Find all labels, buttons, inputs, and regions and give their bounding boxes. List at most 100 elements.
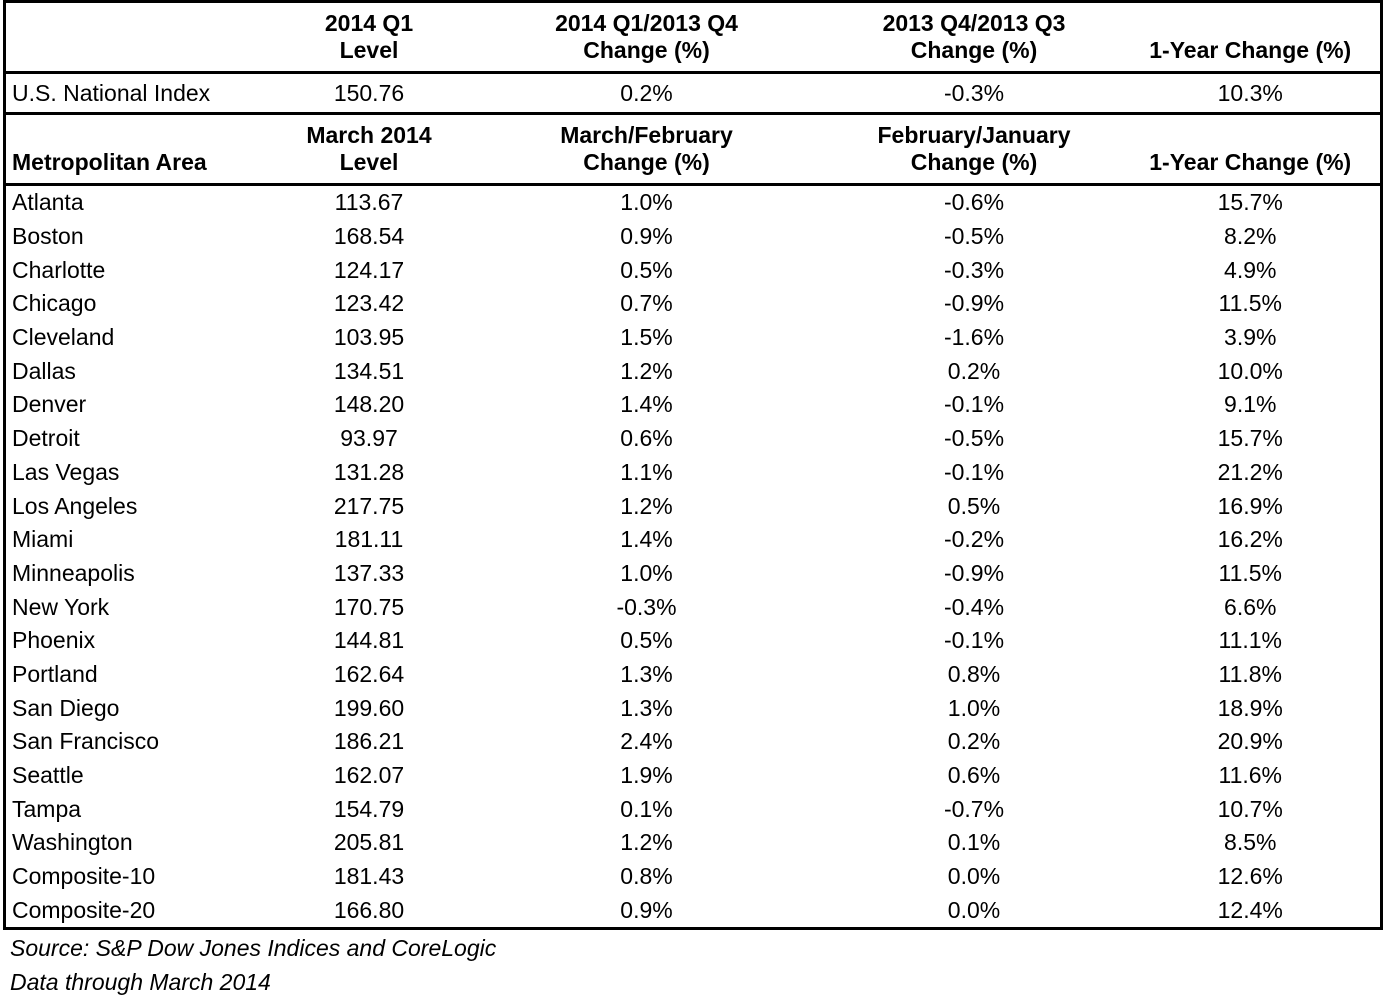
table-cell: 6.6%	[1120, 590, 1383, 624]
row-label: Los Angeles	[3, 489, 273, 523]
table-cell: 0.2%	[465, 72, 828, 115]
table-cell: 186.21	[333, 728, 405, 755]
table-cell: -0.5%	[943, 425, 1005, 452]
table-row: Miami 181.11 1.4% -0.2% 16.2%	[3, 522, 1383, 557]
table-cell: -0.3%	[616, 593, 677, 620]
table-cell: 0.6%	[947, 762, 1001, 789]
table-row: Tampa 154.79 0.1% -0.7% 10.7%	[3, 792, 1383, 827]
header-cell: March/February	[465, 112, 828, 149]
national-index-row: U.S. National Index 150.76 0.2% -0.3% 10…	[3, 72, 1383, 115]
table-cell: 113.67	[334, 189, 404, 216]
table-cell: 0.8%	[620, 863, 673, 890]
table-cell: 1.2%	[620, 829, 673, 856]
table-cell: 1.3%	[620, 660, 673, 687]
table-cell: 0.1%	[947, 829, 1001, 856]
table-cell: 144.81	[333, 627, 405, 654]
table-row: New York 170.75 -0.3% -0.4% 6.6%	[3, 590, 1383, 624]
table-cell: 0.0%	[827, 893, 1121, 931]
table-cell: 1.2%	[620, 492, 673, 519]
header-cell	[3, 37, 273, 74]
table-cell: 11.1%	[1120, 623, 1383, 658]
header-cell: Change (%)	[827, 37, 1121, 74]
table-cell: 168.54	[333, 223, 405, 250]
row-label: Dallas	[3, 354, 273, 389]
table-row: Washington 205.81 1.2% 0.1% 8.5%	[3, 826, 1383, 860]
row-label: Charlotte	[3, 253, 273, 288]
table-cell: 137.33	[333, 559, 405, 586]
table-cell: 2.4%	[620, 728, 673, 755]
table-cell: 103.95	[333, 324, 405, 351]
home-price-table: 2014 Q1 2014 Q1/2013 Q4 2013 Q4/2013 Q3 …	[3, 0, 1383, 931]
table-cell: 150.76	[272, 72, 466, 115]
header-cell: Change (%)	[827, 149, 1121, 186]
row-label: Phoenix	[3, 623, 273, 658]
row-label: Minneapolis	[3, 556, 273, 591]
table-cell: 0.1%	[620, 795, 673, 822]
table-row: Detroit 93.97 0.6% -0.5% 15.7%	[3, 421, 1383, 456]
row-label: Boston	[3, 219, 273, 254]
header-cell: Level	[272, 37, 466, 74]
header-cell: March 2014	[272, 112, 466, 149]
table-row: Composite-20 166.80 0.9% 0.0% 12.4%	[3, 893, 1383, 931]
table-cell: 0.2%	[947, 357, 1001, 384]
table-cell: 1.5%	[620, 324, 673, 351]
table-cell: -0.1%	[943, 458, 1005, 485]
table-cell: -0.9%	[943, 290, 1005, 317]
row-label: Portland	[3, 657, 273, 692]
row-label: Composite-20	[3, 893, 273, 931]
table-cell: 18.9%	[1120, 691, 1383, 725]
table-cell: 1.0%	[620, 559, 673, 586]
table-cell: 16.9%	[1120, 489, 1383, 523]
row-label: Washington	[3, 826, 273, 860]
header-cell	[1120, 0, 1383, 37]
table-cell: 217.75	[333, 492, 405, 519]
table-cell: 10.7%	[1120, 792, 1383, 827]
table-cell: 0.5%	[620, 256, 673, 283]
header-cell: 2013 Q4/2013 Q3	[827, 0, 1121, 37]
table-row: Las Vegas 131.28 1.1% -0.1% 21.2%	[3, 455, 1383, 490]
table-row: Composite-10 181.43 0.8% 0.0% 12.6%	[3, 859, 1383, 894]
table-cell: -0.6%	[943, 189, 1005, 216]
table-row: Boston 168.54 0.9% -0.5% 8.2%	[3, 219, 1383, 254]
row-label: Miami	[3, 522, 273, 557]
table-row: Minneapolis 137.33 1.0% -0.9% 11.5%	[3, 556, 1383, 591]
table-cell: 162.64	[333, 660, 405, 687]
table-cell: 1.0%	[947, 694, 1001, 721]
row-label: Denver	[3, 388, 273, 422]
table-cell: 3.9%	[1120, 320, 1383, 355]
table-cell: 12.4%	[1120, 893, 1383, 931]
table-row: San Diego 199.60 1.3% 1.0% 18.9%	[3, 691, 1383, 725]
source-note: Source: S&P Dow Jones Indices and CoreLo…	[10, 935, 497, 961]
table-cell: 9.1%	[1120, 388, 1383, 422]
header-cell: 1-Year Change (%)	[1120, 37, 1383, 74]
table-cell: 0.6%	[620, 425, 673, 452]
table-cell: 16.2%	[1120, 522, 1383, 557]
table-cell: 0.7%	[620, 290, 673, 317]
table-row: Dallas 134.51 1.2% 0.2% 10.0%	[3, 354, 1383, 389]
table-cell: 0.2%	[947, 728, 1001, 755]
home-price-table-sheet: 2014 Q1 2014 Q1/2013 Q4 2013 Q4/2013 Q3 …	[3, 0, 1383, 931]
row-label: Detroit	[3, 421, 273, 456]
header-cell: Level	[272, 149, 466, 186]
table-cell: 1.1%	[620, 458, 673, 485]
table-cell: 8.2%	[1120, 219, 1383, 254]
table-cell: 181.11	[334, 526, 404, 553]
table-cell: 0.5%	[620, 627, 673, 654]
table-cell: 0.5%	[947, 492, 1001, 519]
table-cell: 0.0%	[947, 863, 1001, 890]
table-cell: -1.6%	[943, 324, 1005, 351]
row-label: Chicago	[3, 287, 273, 321]
table-cell: 20.9%	[1120, 725, 1383, 759]
table-cell: 134.51	[333, 357, 405, 384]
national-header-row-2: Level Change (%) Change (%) 1-Year Chang…	[3, 37, 1383, 74]
table-row: San Francisco 186.21 2.4% 0.2% 20.9%	[3, 725, 1383, 759]
table-body: 2014 Q1 2014 Q1/2013 Q4 2013 Q4/2013 Q3 …	[3, 0, 1383, 931]
table-cell: 1.0%	[620, 189, 673, 216]
table-cell: -0.1%	[943, 627, 1005, 654]
table-row: Portland 162.64 1.3% 0.8% 11.8%	[3, 657, 1383, 692]
table-cell: -0.9%	[943, 559, 1005, 586]
table-cell: 11.6%	[1120, 758, 1383, 793]
row-label: New York	[3, 590, 273, 624]
table-cell: -0.4%	[943, 593, 1005, 620]
table-cell: 21.2%	[1120, 455, 1383, 490]
